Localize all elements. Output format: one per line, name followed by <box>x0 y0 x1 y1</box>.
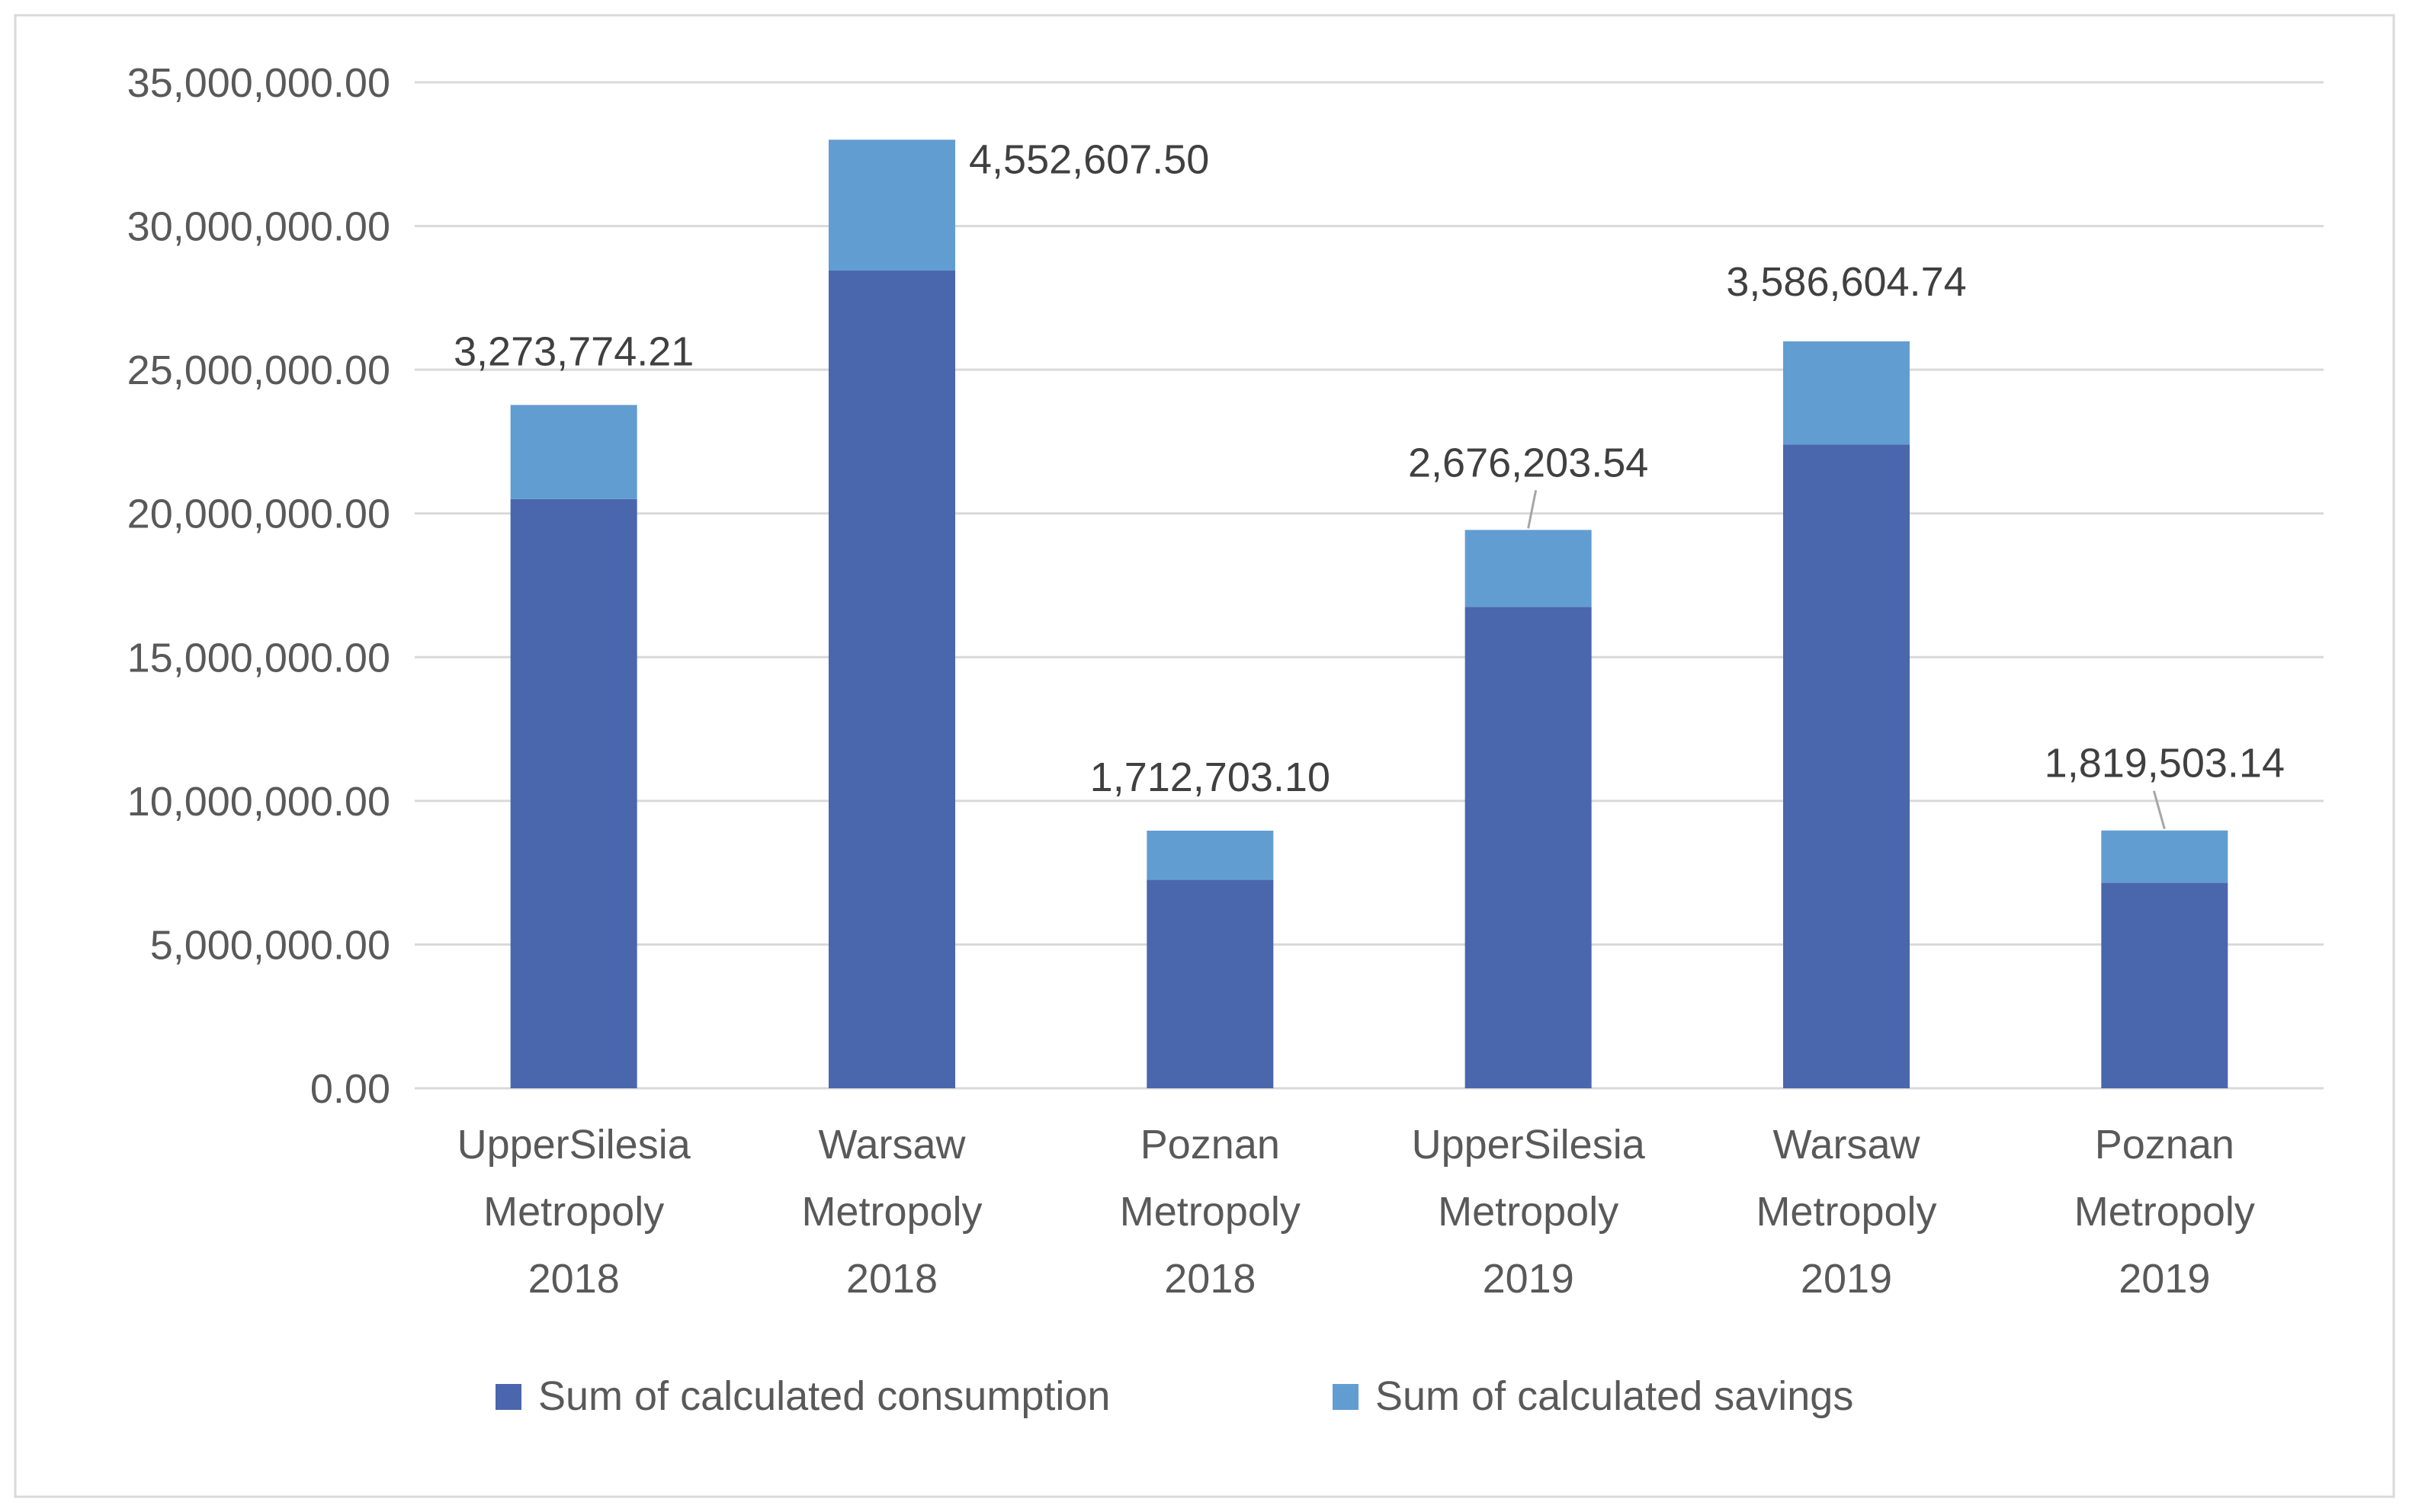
data-label: 3,273,774.21 <box>454 328 694 374</box>
bar-consumption[interactable] <box>1464 607 1592 1088</box>
legend-swatch[interactable] <box>1333 1384 1358 1410</box>
x-category-label-line: Warsaw <box>1772 1122 1920 1168</box>
x-category-label-line: UpperSilesia <box>1412 1122 1646 1168</box>
x-category-label-line: 2019 <box>1801 1256 1892 1302</box>
y-tick-label: 10,000,000.00 <box>127 779 390 825</box>
x-category-label: UpperSilesia Metropoly 2018 <box>457 1122 691 1302</box>
data-label: 4,552,607.50 <box>969 136 1209 182</box>
bar-savings[interactable] <box>510 405 637 499</box>
x-category-label-line: 2019 <box>2119 1256 2210 1302</box>
x-category-label-line: 2018 <box>1164 1256 1256 1302</box>
data-label: 1,819,503.14 <box>2045 741 2285 786</box>
data-label: 2,676,203.54 <box>1408 440 1648 485</box>
y-tick-label: 20,000,000.00 <box>127 492 390 537</box>
x-category-label: Warsaw Metropoly 2018 <box>801 1122 982 1302</box>
x-category-label-line: UpperSilesia <box>457 1122 691 1168</box>
data-label-leader <box>2152 790 2166 830</box>
x-category-label: Warsaw Metropoly 2019 <box>1756 1122 1936 1302</box>
x-category-label-line: Metropoly <box>2074 1189 2255 1235</box>
x-category-label-line: 2018 <box>846 1256 938 1302</box>
x-category-label-line: Warsaw <box>818 1122 966 1168</box>
bar-consumption[interactable] <box>510 498 637 1088</box>
x-category-label-line: Poznan <box>1140 1122 1280 1168</box>
bar-consumption[interactable] <box>829 271 955 1088</box>
x-category-label: Poznan Metropoly 2019 <box>2074 1122 2255 1302</box>
x-category-label-line: 2019 <box>1483 1256 1574 1302</box>
bar-consumption[interactable] <box>2101 883 2228 1088</box>
y-tick-label: 35,000,000.00 <box>127 60 390 106</box>
legend-label[interactable]: Sum of calculated savings <box>1375 1373 1853 1419</box>
chart-border <box>14 14 2395 1498</box>
y-tick-label: 0.00 <box>310 1066 390 1112</box>
x-category-label-line: Metropoly <box>1120 1189 1301 1235</box>
y-tick-label: 5,000,000.00 <box>150 922 390 968</box>
y-tick-label: 15,000,000.00 <box>127 635 390 681</box>
x-category-label-line: Metropoly <box>801 1189 982 1235</box>
x-category-label-line: Metropoly <box>1438 1189 1618 1235</box>
x-category-label-line: Poznan <box>2095 1122 2234 1168</box>
bar-savings[interactable] <box>1147 830 1274 880</box>
bar-consumption[interactable] <box>1783 444 1910 1088</box>
bar-consumption[interactable] <box>1147 879 1274 1088</box>
x-category-label: UpperSilesia Metropoly 2019 <box>1412 1122 1646 1302</box>
x-category-label-line: 2018 <box>528 1256 620 1302</box>
x-category-label-line: Metropoly <box>1756 1189 1936 1235</box>
legend-swatch[interactable] <box>496 1384 521 1410</box>
bar-savings[interactable] <box>2101 830 2228 883</box>
x-category-label-line: Metropoly <box>483 1189 664 1235</box>
x-category-label: Poznan Metropoly 2018 <box>1120 1122 1301 1302</box>
data-label: 1,712,703.10 <box>1090 754 1330 800</box>
data-label: 3,586,604.74 <box>1726 259 1966 305</box>
y-tick-label: 25,000,000.00 <box>127 348 390 393</box>
y-tick-label: 30,000,000.00 <box>127 204 390 250</box>
bar-savings[interactable] <box>1783 341 1910 445</box>
data-label-leader <box>1527 490 1538 529</box>
legend-label[interactable]: Sum of calculated consumption <box>538 1373 1110 1419</box>
bar-savings[interactable] <box>829 139 955 271</box>
bar-savings[interactable] <box>1464 530 1592 607</box>
